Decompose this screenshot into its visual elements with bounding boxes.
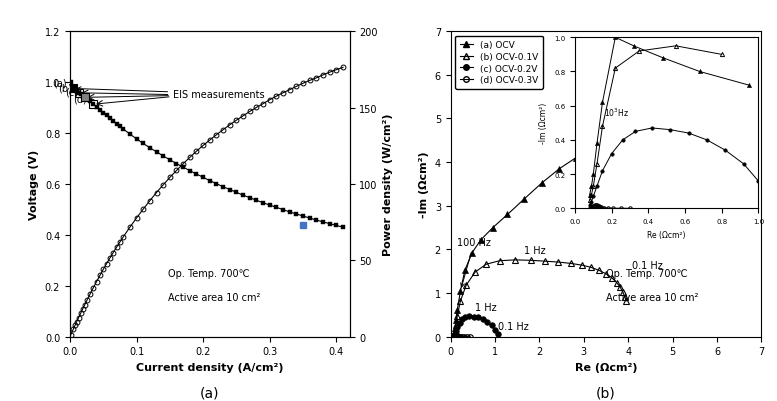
Text: Active area 10 cm²: Active area 10 cm²: [606, 292, 699, 302]
Text: (d): (d): [73, 94, 86, 104]
Text: Op. Temp. 700℃: Op. Temp. 700℃: [168, 268, 249, 278]
Text: 100 Hz: 100 Hz: [458, 237, 491, 288]
Y-axis label: Voltage (V): Voltage (V): [30, 150, 40, 219]
Text: 0.1 Hz: 0.1 Hz: [498, 321, 528, 331]
X-axis label: Current density (A/cm²): Current density (A/cm²): [136, 362, 284, 372]
Text: (b): (b): [596, 386, 616, 400]
X-axis label: Re (Ωcm²): Re (Ωcm²): [575, 362, 637, 372]
Text: (a): (a): [200, 386, 220, 400]
Text: Op. Temp. 700℃: Op. Temp. 700℃: [606, 268, 688, 278]
Text: EIS measurements: EIS measurements: [77, 87, 265, 99]
Y-axis label: Power density (W/cm²): Power density (W/cm²): [383, 113, 393, 255]
Text: 1 Hz: 1 Hz: [475, 303, 497, 313]
Text: 0.1 Hz: 0.1 Hz: [632, 260, 663, 270]
Y-axis label: -Im (Ωcm²): -Im (Ωcm²): [419, 151, 429, 218]
Text: (a): (a): [53, 79, 67, 89]
Text: Active area 10 cm²: Active area 10 cm²: [168, 292, 260, 302]
Text: (b): (b): [58, 83, 72, 93]
Legend: (a) OCV, (b) OCV-0.1V, (c) OCV-0.2V, (d) OCV-0.3V: (a) OCV, (b) OCV-0.1V, (c) OCV-0.2V, (d)…: [455, 36, 543, 89]
Text: 1 Hz: 1 Hz: [524, 245, 545, 255]
Text: (c): (c): [65, 87, 78, 97]
